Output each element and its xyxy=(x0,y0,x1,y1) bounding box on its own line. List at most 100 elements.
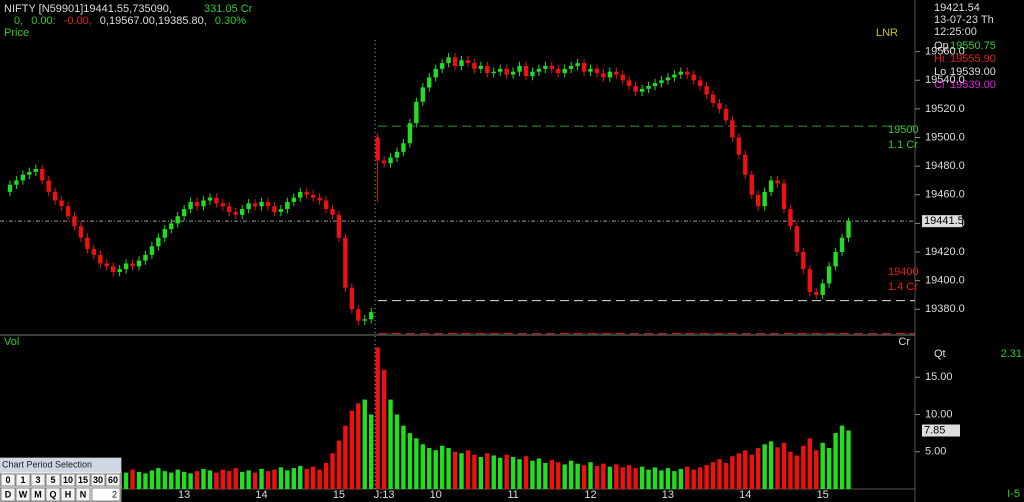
candle-body xyxy=(111,266,116,273)
period-button[interactable] xyxy=(60,487,76,502)
y-tick-label: 19560.0 xyxy=(925,46,965,58)
volume-bar xyxy=(265,471,271,489)
info-label: Cl xyxy=(934,79,944,91)
volume-bar xyxy=(498,457,503,489)
candle-body xyxy=(91,249,97,255)
candle-body xyxy=(452,57,458,66)
level-price: 19500 xyxy=(888,124,919,136)
period-button-label[interactable]: 15 xyxy=(78,475,88,485)
volume-bar xyxy=(259,468,264,489)
volume-bar xyxy=(652,467,658,489)
period-button[interactable] xyxy=(30,487,46,502)
volume-bar xyxy=(794,455,800,489)
period-button-label[interactable]: D xyxy=(5,489,12,499)
candle-body xyxy=(723,108,729,121)
volume-bar xyxy=(627,465,632,489)
volume-bar xyxy=(446,448,451,489)
candle-body xyxy=(633,86,638,92)
symbol: NIFTY [N59901]19441.55,735090, xyxy=(4,3,172,15)
volume-bar xyxy=(414,438,419,489)
volume-bar xyxy=(704,465,709,489)
period-button[interactable] xyxy=(15,487,31,502)
change-value: 0.30% xyxy=(215,15,246,27)
period-button-label[interactable]: 60 xyxy=(108,475,118,485)
period-button-label[interactable]: 0 xyxy=(5,475,10,485)
candle-body xyxy=(78,226,84,238)
period-button[interactable] xyxy=(30,473,46,487)
period-button-label[interactable]: 30 xyxy=(93,475,103,485)
volume-bar xyxy=(317,469,322,489)
y-tick-label: 19500.0 xyxy=(925,131,965,143)
volume-bar xyxy=(369,414,374,489)
info-date: 13-07-23 Th xyxy=(934,14,994,26)
period-button-label[interactable]: 1 xyxy=(20,475,25,485)
candle-body xyxy=(201,200,206,207)
volume-bar xyxy=(710,462,716,489)
period-button-label[interactable]: N xyxy=(80,489,87,499)
volume-bar xyxy=(807,438,812,489)
volume-bar xyxy=(523,456,529,489)
volume-bar xyxy=(272,469,277,489)
candle-body xyxy=(388,157,393,164)
info-value: 19539.00 xyxy=(950,79,996,91)
level-price: 19400 xyxy=(888,266,919,278)
candle-body xyxy=(581,63,587,72)
period-button-label[interactable]: M xyxy=(34,489,42,499)
period-button-label[interactable]: 5 xyxy=(50,475,55,485)
candle-body xyxy=(291,197,296,202)
volume-bar xyxy=(246,470,251,489)
volume-bar xyxy=(510,456,516,489)
period-input[interactable] xyxy=(91,487,121,502)
period-input-value[interactable]: 2 xyxy=(112,489,117,499)
panel-label: Vol xyxy=(4,336,19,348)
period-button[interactable] xyxy=(105,473,121,487)
period-button[interactable] xyxy=(75,487,91,502)
volume-bar xyxy=(833,433,838,489)
period-button-label[interactable]: 10 xyxy=(63,475,73,485)
candle-body xyxy=(472,63,477,69)
candle-body xyxy=(188,201,193,210)
period-button[interactable] xyxy=(90,473,106,487)
candle-body xyxy=(639,88,645,92)
period-button[interactable] xyxy=(75,473,91,487)
volume-bar xyxy=(801,445,806,489)
volume-bar xyxy=(207,470,213,489)
volume-bar xyxy=(601,463,606,489)
period-button[interactable] xyxy=(45,487,61,502)
info-label: Lo xyxy=(934,66,946,78)
change-value: -0.00, xyxy=(64,15,92,27)
candle-body xyxy=(194,201,200,207)
volume-bar xyxy=(581,465,587,489)
period-button[interactable] xyxy=(60,473,76,487)
period-button[interactable] xyxy=(45,473,61,487)
candle-body xyxy=(814,292,819,295)
volume-bar xyxy=(588,462,593,489)
candle-body xyxy=(175,216,180,224)
candle-body xyxy=(336,214,342,238)
volume-bar xyxy=(452,451,458,489)
candle-body xyxy=(620,74,625,81)
volume-bar xyxy=(736,453,742,489)
candle-body xyxy=(646,86,651,89)
x-tick-label: 13 xyxy=(178,489,190,501)
period-button-label[interactable]: W xyxy=(19,489,28,499)
volume-bar xyxy=(465,450,471,489)
period-button[interactable] xyxy=(0,487,16,502)
volume-bar xyxy=(846,430,851,489)
volume-bar xyxy=(775,447,780,489)
period-button-label[interactable]: 3 xyxy=(35,475,40,485)
candle-body xyxy=(491,71,496,74)
candle-body xyxy=(465,60,471,64)
candle-body xyxy=(59,200,64,207)
volume-bar xyxy=(375,347,380,489)
candle-body xyxy=(349,287,355,310)
period-button-label[interactable]: H xyxy=(65,489,72,499)
candle-body xyxy=(169,223,174,230)
candle-body xyxy=(317,197,322,201)
period-button[interactable] xyxy=(15,473,31,487)
x-tick-label: 11 xyxy=(507,489,518,501)
last-price-label: 19441.5 xyxy=(924,215,964,227)
period-button[interactable] xyxy=(0,473,16,487)
info-value: 19550.75 xyxy=(950,40,996,52)
period-button-label[interactable]: Q xyxy=(49,489,56,499)
